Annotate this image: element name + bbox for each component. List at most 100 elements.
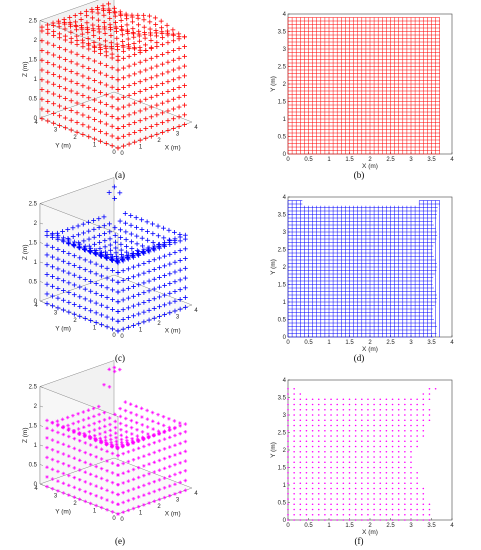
data-point	[287, 508, 289, 511]
data-point	[72, 495, 77, 499]
data-point	[367, 482, 369, 485]
data-point	[136, 485, 141, 490]
data-point	[354, 419, 357, 422]
data-point	[133, 215, 139, 221]
data-point	[54, 230, 60, 236]
data-point	[141, 261, 147, 266]
data-point	[293, 424, 295, 427]
data-point	[391, 450, 394, 453]
data-point	[134, 413, 139, 417]
data-point	[379, 498, 382, 500]
data-point	[82, 425, 86, 429]
data-point	[134, 224, 139, 230]
data-point	[152, 450, 157, 455]
data-point	[391, 466, 394, 469]
data-point	[348, 424, 351, 427]
data-point	[118, 235, 124, 240]
data-point	[105, 441, 109, 446]
data-point	[157, 294, 162, 300]
x-tick-label: 0	[286, 340, 290, 346]
data-point	[165, 128, 171, 133]
y-tick-label: 1	[93, 143, 97, 149]
data-point	[373, 492, 375, 495]
data-point	[165, 89, 171, 94]
data-point	[45, 118, 51, 124]
data-point	[121, 143, 126, 149]
data-point	[361, 519, 363, 521]
data-point	[317, 471, 320, 474]
data-point	[404, 471, 406, 474]
data-point	[151, 243, 157, 249]
data-point	[428, 387, 431, 390]
data-point	[182, 53, 187, 59]
data-point	[147, 491, 151, 496]
data-point	[125, 295, 131, 301]
data-point	[92, 117, 97, 122]
data-point	[330, 424, 332, 427]
data-point	[367, 519, 369, 521]
data-point	[361, 487, 363, 490]
data-point	[385, 498, 388, 500]
data-point	[93, 281, 99, 286]
data-point	[391, 513, 394, 516]
y-tick-label: 1	[283, 300, 287, 306]
data-point	[98, 138, 103, 144]
x-axis-label: X (m)	[165, 511, 181, 518]
data-point	[154, 83, 160, 88]
x-tick-label: 4	[194, 308, 198, 314]
data-point	[311, 414, 314, 416]
data-point	[287, 403, 289, 406]
data-point	[422, 508, 425, 511]
data-point	[172, 308, 178, 314]
data-point	[116, 463, 120, 468]
data-point	[379, 492, 382, 495]
data-point	[391, 508, 394, 511]
caption-b: (b)	[353, 170, 365, 180]
data-point	[72, 485, 77, 490]
data-point	[168, 427, 172, 432]
data-point	[126, 83, 132, 88]
data-point	[299, 445, 302, 448]
data-point	[299, 393, 302, 395]
data-point	[106, 1, 111, 7]
data-point	[182, 83, 187, 88]
data-point	[336, 445, 338, 448]
data-point	[311, 466, 314, 469]
data-point	[115, 279, 121, 285]
data-point	[183, 478, 188, 483]
data-point	[88, 482, 93, 486]
data-point	[80, 102, 86, 108]
data-point	[404, 403, 406, 406]
data-point	[83, 460, 88, 465]
data-point	[140, 423, 145, 427]
data-point	[50, 283, 55, 289]
data-point	[354, 429, 357, 432]
y-tick-label: 2.5	[278, 65, 287, 71]
data-point	[422, 393, 425, 395]
data-point	[373, 440, 375, 443]
data-point	[62, 26, 68, 32]
data-point	[157, 284, 162, 290]
y-tick-label: 1.5	[278, 100, 287, 106]
data-point	[293, 414, 295, 416]
data-point	[98, 119, 103, 125]
data-point	[293, 450, 295, 453]
data-point	[311, 503, 314, 506]
data-point	[96, 233, 102, 238]
data-point	[410, 440, 412, 443]
data-point	[379, 445, 382, 448]
data-point	[39, 48, 45, 53]
x-tick-label: 4	[450, 523, 454, 529]
data-point	[293, 419, 295, 422]
data-point	[92, 241, 97, 247]
z-tick-label: 1.5	[29, 241, 38, 247]
x-tick-label: 2	[368, 523, 372, 529]
x-tick-label: 1.5	[345, 157, 354, 163]
x-tick-label: 4	[194, 491, 198, 497]
data-point	[116, 512, 120, 516]
data-point	[108, 33, 114, 38]
data-point	[173, 492, 177, 496]
data-point	[131, 323, 136, 328]
data-point	[93, 271, 99, 277]
data-point	[379, 440, 382, 443]
